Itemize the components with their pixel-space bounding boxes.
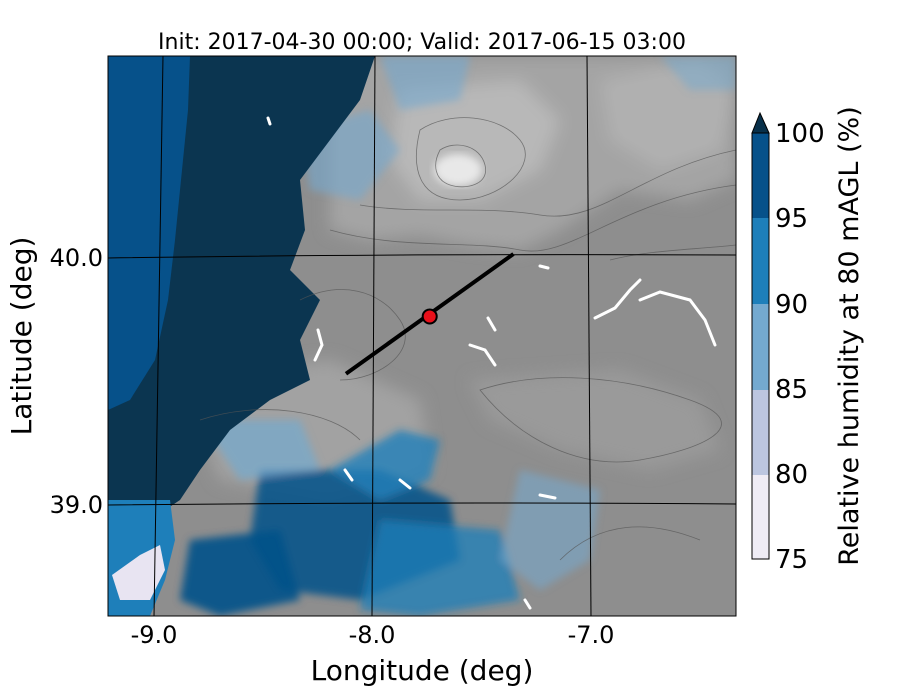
colorbar-segment [752,218,769,304]
y-axis-label: Latitude (deg) [5,237,38,436]
colorbar-tick-label: 100 [775,119,825,149]
ocean [108,56,190,410]
x-tick-labels: -9.0 -8.0 -7.0 [131,621,615,649]
river-valleys [266,116,717,610]
gridlines [108,56,736,616]
colorbar-tick-label: 90 [775,290,808,320]
colorbar-tick-label: 80 [775,460,808,490]
y-tick-label: 40.0 [50,244,103,272]
colorbar-segment [752,133,769,218]
map-frame [107,55,737,617]
contour-lines [199,117,736,561]
colorbar-tick-label: 85 [775,375,808,405]
colorbar-extend-arrow [751,111,770,134]
colorbar-tick-label: 95 [775,204,808,234]
humid-patches [180,56,736,616]
map-panel[interactable] [108,56,736,616]
colorbar-segment [752,390,769,475]
colorbar-segment [752,475,769,559]
x-axis-label: Longitude (deg) [311,654,534,687]
colorbar-segment [752,304,769,390]
southwest-dry-patch [112,545,165,600]
colorbar-frame [751,132,770,560]
colorbar-tick-label: 75 [775,545,808,575]
site-marker[interactable] [421,308,438,325]
x-tick-label: -9.0 [131,621,178,649]
x-tick-label: -7.0 [568,621,615,649]
x-tick-label: -8.0 [349,621,396,649]
colorbar-ticks: 75 80 85 90 95 100 [775,119,825,575]
y-tick-labels: 40.0 39.0 [50,244,103,519]
chart-title: Init: 2017-04-30 00:00; Valid: 2017-06-1… [158,30,686,55]
colorbar: 75 80 85 90 95 100 Relative humidity at … [751,106,865,575]
colorbar-label: Relative humidity at 80 mAGL (%) [834,106,865,566]
peak-highlight [434,154,482,186]
y-tick-label: 39.0 [50,491,103,519]
